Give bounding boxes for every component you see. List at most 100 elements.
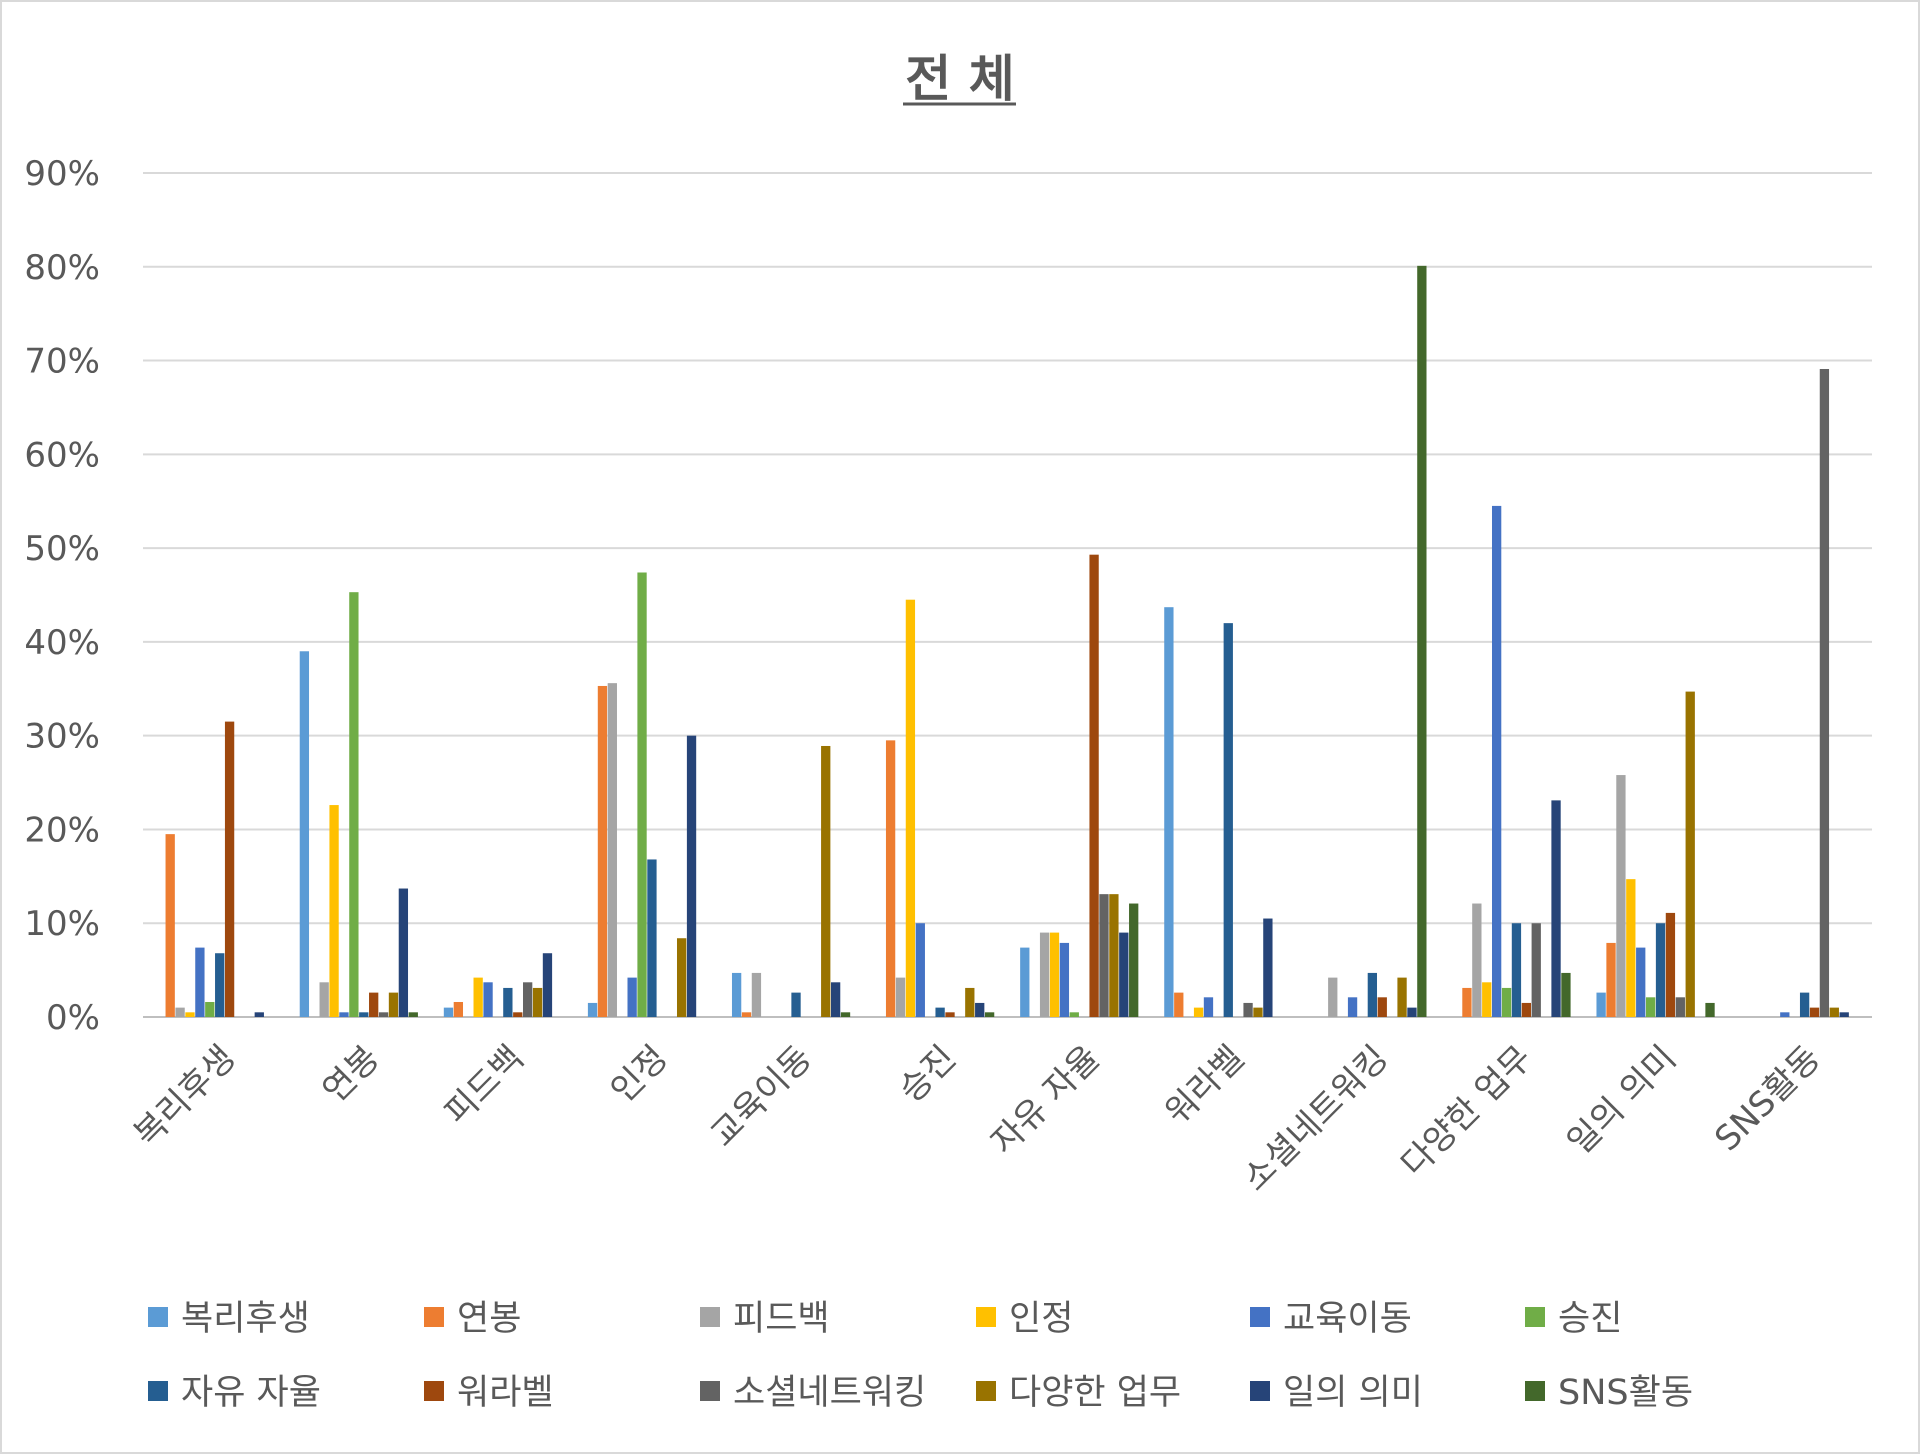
legend-label: 연봉 (457, 1299, 521, 1339)
bar (1367, 972, 1378, 1017)
bar (408, 1012, 418, 1017)
y-tick-label: 80% (24, 248, 100, 288)
bar (1472, 903, 1482, 1017)
bar (1799, 992, 1810, 1017)
legend-label: 인정 (1009, 1299, 1073, 1339)
bar (1462, 987, 1472, 1017)
bar (1164, 607, 1174, 1017)
bar (1174, 992, 1184, 1017)
bar (473, 977, 483, 1017)
bars (165, 265, 1849, 1018)
legend-swatch (148, 1381, 168, 1401)
bar (369, 992, 379, 1017)
bar (453, 1001, 464, 1017)
bar (1347, 997, 1358, 1017)
chart-title: 전 체 (905, 50, 1014, 108)
bar (483, 982, 493, 1017)
y-tick-label: 0% (46, 998, 100, 1038)
bar (840, 1012, 851, 1017)
bar (398, 888, 409, 1017)
bar (1636, 947, 1646, 1017)
bar (329, 805, 339, 1017)
bar (1655, 923, 1666, 1017)
bar (1839, 1012, 1849, 1017)
legend-swatch (1525, 1307, 1545, 1327)
bar (686, 735, 697, 1017)
bar (339, 1012, 349, 1017)
bar (378, 1012, 389, 1017)
bar (1606, 942, 1616, 1017)
bar (647, 859, 657, 1017)
bar (965, 987, 975, 1017)
bar (741, 1012, 752, 1017)
bar (1705, 1002, 1715, 1017)
y-tick-label: 70% (24, 342, 100, 382)
legend-swatch (976, 1307, 996, 1327)
x-category-label: 일의 의미 (1560, 1038, 1684, 1162)
bar (1491, 505, 1502, 1017)
bar (830, 982, 841, 1017)
legend-label: 다양한 업무 (1009, 1373, 1181, 1413)
x-category-label: 교육이동 (703, 1038, 820, 1155)
bar (165, 834, 175, 1017)
x-category-label: 자유 자율 (983, 1038, 1107, 1162)
bar (751, 972, 762, 1017)
bar (1069, 1012, 1079, 1017)
y-tick-label: 40% (24, 623, 100, 663)
legend-label: 피드백 (733, 1299, 830, 1339)
y-tick-label: 50% (24, 529, 100, 569)
legend-label: 일의 의미 (1283, 1373, 1423, 1413)
bar (1059, 942, 1070, 1017)
x-category-label: SNS활동 (1707, 1038, 1828, 1159)
gridlines (143, 172, 1872, 1018)
bar (1193, 1007, 1204, 1017)
bar (1089, 554, 1099, 1017)
bar (1819, 368, 1830, 1017)
bar (1616, 775, 1626, 1017)
y-tick-label: 90% (24, 154, 100, 194)
bar (1099, 894, 1109, 1017)
bar (359, 1012, 369, 1017)
bar (443, 1007, 454, 1017)
bar (935, 1007, 945, 1017)
bar (1665, 912, 1676, 1017)
bar (1407, 1007, 1417, 1017)
bar (1119, 932, 1129, 1017)
bar (984, 1012, 995, 1017)
bar (532, 987, 543, 1017)
bar (1596, 992, 1606, 1017)
bar (627, 977, 637, 1017)
legend-swatch (148, 1307, 168, 1327)
legend-swatch (1525, 1381, 1545, 1401)
bar (254, 1012, 264, 1017)
bar (1397, 977, 1407, 1017)
x-category-label: 복리후생 (127, 1038, 244, 1155)
legend-swatch (424, 1381, 444, 1401)
bar (1531, 923, 1541, 1017)
bar (523, 982, 533, 1017)
bar (224, 721, 235, 1017)
bar (637, 572, 647, 1017)
bar (587, 1002, 598, 1017)
bar (791, 992, 801, 1017)
bar (215, 953, 225, 1017)
legend-label: 교육이동 (1283, 1299, 1412, 1339)
bar (1328, 977, 1338, 1017)
y-tick-label: 20% (24, 810, 100, 850)
bar (1561, 972, 1571, 1017)
bar (1417, 265, 1427, 1018)
bar (676, 938, 687, 1017)
bar (915, 923, 925, 1017)
x-category-label: 피드백 (437, 1038, 532, 1133)
bar (1685, 691, 1695, 1017)
bar (299, 651, 310, 1017)
bar (513, 1012, 523, 1017)
legend-label: 승진 (1558, 1299, 1622, 1339)
bar (905, 599, 916, 1017)
bar (175, 1007, 185, 1017)
bar (1675, 997, 1685, 1017)
